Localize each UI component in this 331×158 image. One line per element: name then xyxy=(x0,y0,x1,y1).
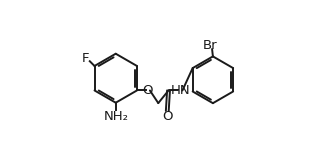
Text: Br: Br xyxy=(203,39,217,52)
Text: HN: HN xyxy=(170,84,190,97)
Text: O: O xyxy=(143,84,153,97)
Text: F: F xyxy=(81,52,89,65)
Text: NH₂: NH₂ xyxy=(104,110,129,123)
Text: O: O xyxy=(162,110,172,123)
